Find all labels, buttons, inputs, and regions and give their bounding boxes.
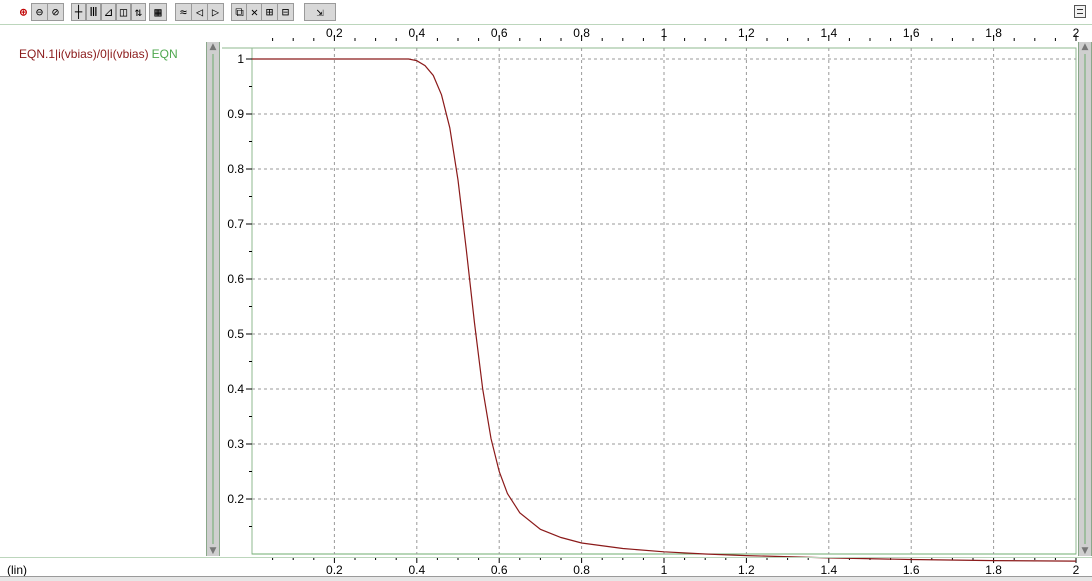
splitter-grip <box>212 54 214 544</box>
next-icon[interactable]: ▷ <box>207 3 224 21</box>
zoom-in-icon[interactable]: ⊕ <box>16 4 31 20</box>
x-tick-label-bottom: 1.4 <box>820 563 837 577</box>
y-tick-label: 0.3 <box>227 437 244 451</box>
export-icon[interactable]: ⇲ <box>304 3 336 21</box>
zoom-fit-icon[interactable]: ⊘ <box>47 3 64 21</box>
y-tick-label: 1 <box>237 52 244 66</box>
x-tick-label-bottom: 1 <box>661 563 668 577</box>
scale-icon[interactable]: ⊿ <box>101 3 116 21</box>
x-tick-label-bottom: 0.2 <box>326 563 343 577</box>
x-tick-label-top: 0.4 <box>408 26 425 40</box>
y-tick-label: 0.6 <box>227 272 244 286</box>
trace-label[interactable]: EQN.1|i(vbias)/0|i(vbias) <box>19 47 149 61</box>
vertical-grid-icon[interactable]: Ⅲ <box>86 3 101 21</box>
x-tick-label-top: 1.2 <box>738 26 755 40</box>
x-tick-label-bottom: 0.4 <box>408 563 425 577</box>
wave-icon[interactable]: ≈ <box>175 3 192 21</box>
x-scale-label: (lin) <box>7 563 27 577</box>
trace-line[interactable] <box>252 58 1077 562</box>
left-splitter[interactable]: ▲ ▼ <box>206 42 220 556</box>
y-tick-label: 0.5 <box>227 327 244 341</box>
x-tick-label-top: 0.6 <box>491 26 508 40</box>
x-tick-label-bottom: 2 <box>1073 563 1080 577</box>
x-tick-label-top: 2 <box>1073 26 1080 40</box>
x-tick-label-top: 1.4 <box>820 26 837 40</box>
x-tick-label-bottom: 1.8 <box>985 563 1002 577</box>
marker-icon[interactable]: ◫ <box>116 3 131 21</box>
panel-menu-button[interactable] <box>1074 5 1086 18</box>
legend-group-label: EQN <box>151 47 178 61</box>
scroll-up-icon[interactable]: ▲ <box>1081 42 1089 52</box>
x-tick-label-top: 0.8 <box>573 26 590 40</box>
splitter-grip <box>1084 54 1086 544</box>
scroll-down-icon[interactable]: ▼ <box>1081 546 1089 556</box>
cursor-icon[interactable]: ┼ <box>71 3 86 21</box>
bottom-separator <box>0 557 1092 558</box>
panels-icon[interactable]: ⊟ <box>277 3 294 21</box>
y-tick-label: 0.8 <box>227 162 244 176</box>
zoom-out-icon[interactable]: ⊖ <box>31 3 48 21</box>
scroll-up-icon[interactable]: ▲ <box>209 42 217 52</box>
x-tick-label-bottom: 1.2 <box>738 563 755 577</box>
toolbar: ⊕ ⊖ ⊘ ┼ Ⅲ ⊿ ◫ ⇅ ▦ ≈ ◁ ▷ ⧉ ✕ ⊞ ⊟ ⇲ <box>0 0 1092 24</box>
scroll-down-icon[interactable]: ▼ <box>209 546 217 556</box>
delete-icon[interactable]: ✕ <box>246 3 263 21</box>
x-tick-label-top: 1 <box>661 26 668 40</box>
split-icon[interactable]: ⊞ <box>261 3 278 21</box>
horizontal-scrollbar[interactable] <box>0 576 1092 581</box>
y-tick-label: 0.9 <box>227 107 244 121</box>
copy-icon[interactable]: ⧉ <box>231 3 248 21</box>
x-tick-label-top: 0.2 <box>326 26 343 40</box>
y-tick-label: 0.4 <box>227 382 244 396</box>
legend-panel: EQN.1|i(vbias)/0|i(vbias) EQN <box>0 42 205 556</box>
x-tick-label-bottom: 0.6 <box>491 563 508 577</box>
x-tick-label-bottom: 1.6 <box>903 563 920 577</box>
toolbar-separator <box>0 24 1092 25</box>
y-tick-label: 0.2 <box>227 492 244 506</box>
x-tick-label-bottom: 0.8 <box>573 563 590 577</box>
x-tick-label-top: 1.8 <box>985 26 1002 40</box>
previous-icon[interactable]: ◁ <box>191 3 208 21</box>
x-tick-label-top: 1.6 <box>903 26 920 40</box>
measure-icon[interactable]: ⇅ <box>131 3 146 21</box>
y-tick-label: 0.7 <box>227 217 244 231</box>
grid-icon[interactable]: ▦ <box>149 3 167 21</box>
legend-entry[interactable]: EQN.1|i(vbias)/0|i(vbias) EQN <box>19 47 178 61</box>
